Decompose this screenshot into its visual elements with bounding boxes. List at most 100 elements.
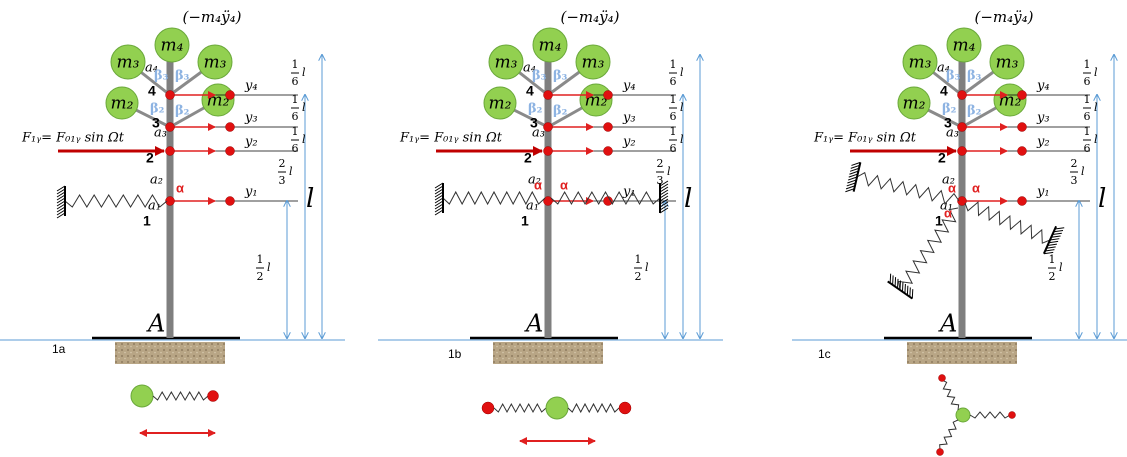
node-dot <box>1018 91 1027 100</box>
fraction-variable: l <box>680 133 684 146</box>
node-dot <box>166 147 175 156</box>
mass-label: m₃ <box>117 53 140 73</box>
node-number: 4 <box>148 83 156 99</box>
node-dot <box>619 402 631 414</box>
fraction-numerator: 1 <box>292 93 299 106</box>
displacement-label: y₄ <box>1036 79 1050 94</box>
fraction-numerator: 1 <box>1084 125 1091 138</box>
node-number: 1 <box>935 213 943 229</box>
mass-label: m₂ <box>903 94 926 114</box>
inertia-label: (−m₄ÿ₄) <box>183 8 242 26</box>
fraction-denominator: 2 <box>1049 270 1056 283</box>
panel-label: 1c <box>818 347 831 361</box>
alpha-label: α <box>560 177 568 192</box>
displacement-label: y₁ <box>622 185 636 200</box>
fraction-denominator: 6 <box>670 75 677 88</box>
mass-label: m₂ <box>111 94 134 114</box>
spring <box>965 202 1050 243</box>
base-label: A <box>938 310 957 338</box>
alpha-label: α <box>176 180 184 195</box>
fraction-numerator: 1 <box>635 253 642 266</box>
node-dot <box>604 91 613 100</box>
fraction-numerator: 1 <box>1084 93 1091 106</box>
alpha-label: α <box>944 205 952 220</box>
fraction-denominator: 6 <box>670 110 677 123</box>
angle-label: β₂ <box>553 104 567 119</box>
node-dot <box>226 123 235 132</box>
fraction-variable: l <box>1094 133 1098 146</box>
mass-label: m₃ <box>582 53 605 73</box>
fraction-variable: l <box>302 66 306 79</box>
fraction-numerator: 1 <box>1084 58 1091 71</box>
mass-label: m₄ <box>539 36 562 56</box>
force-label: F₁ᵧ= F₀₁ᵧ sin Ωt <box>21 131 125 146</box>
node-dot <box>208 391 219 402</box>
fraction-variable: l <box>1094 66 1098 79</box>
foundation <box>115 342 225 364</box>
fraction-numerator: 2 <box>657 157 664 170</box>
wall <box>660 181 668 213</box>
fraction-denominator: 6 <box>1084 142 1091 155</box>
node-number: 3 <box>944 115 952 131</box>
displacement-label: y₃ <box>244 111 258 126</box>
fraction-denominator: 6 <box>292 142 299 155</box>
inertia-label: (−m₄ÿ₄) <box>975 8 1034 26</box>
mass-label: m₄ <box>161 36 184 56</box>
wall <box>57 186 65 218</box>
node-dot <box>958 91 967 100</box>
fraction-variable: l <box>1059 261 1063 274</box>
fraction-numerator: 1 <box>257 253 264 266</box>
displacement-label: y₂ <box>622 135 636 150</box>
icon-mass <box>131 385 153 407</box>
node-dot <box>604 147 613 156</box>
angle-label: β₃ <box>154 69 169 84</box>
fraction-numerator: 2 <box>279 157 286 170</box>
node-dot <box>226 91 235 100</box>
mass-label: m₃ <box>495 53 518 73</box>
angle-label: β₃ <box>946 69 961 84</box>
fraction-numerator: 2 <box>1071 157 1078 170</box>
mass-label: m₃ <box>204 53 227 73</box>
wall <box>845 161 860 194</box>
alpha-label: α <box>972 180 980 195</box>
displacement-label: y₃ <box>1036 111 1050 126</box>
mass-label: m₃ <box>909 53 932 73</box>
node-number: 3 <box>152 115 160 131</box>
node-dot <box>939 375 946 382</box>
fraction-variable: l <box>289 165 293 178</box>
fraction-variable: l <box>267 261 271 274</box>
spring <box>568 404 619 412</box>
node-dot <box>958 147 967 156</box>
node-dot <box>604 123 613 132</box>
force-label: F₁ᵧ= F₀₁ᵧ sin Ωt <box>813 131 917 146</box>
fraction-variable: l <box>680 101 684 114</box>
force-label: F₁ᵧ= F₀₁ᵧ sin Ωt <box>399 131 503 146</box>
fraction-variable: l <box>680 66 684 79</box>
fraction-variable: l <box>645 261 649 274</box>
mass-label: m₄ <box>953 36 976 56</box>
angle-label: β₃ <box>532 69 547 84</box>
node-number: 1 <box>521 213 529 229</box>
inertia-label: (−m₄ÿ₄) <box>561 8 620 26</box>
displacement-label: y₃ <box>622 111 636 126</box>
angle-label: β₃ <box>967 69 982 84</box>
base-label: A <box>524 310 543 338</box>
icon-mass <box>546 397 568 419</box>
fraction-denominator: 6 <box>292 75 299 88</box>
fraction-numerator: 1 <box>292 58 299 71</box>
mass-label: m₂ <box>489 94 512 114</box>
fraction-variable: l <box>667 165 671 178</box>
fraction-variable: l <box>1081 165 1085 178</box>
angle-label: β₂ <box>967 104 981 119</box>
node-number: 1 <box>143 213 151 229</box>
displacement-label: y₂ <box>244 135 258 150</box>
wall <box>435 183 443 215</box>
panel-label: 1b <box>448 347 462 361</box>
node-dot <box>226 147 235 156</box>
fraction-denominator: 2 <box>635 270 642 283</box>
fraction-numerator: 1 <box>670 58 677 71</box>
spring <box>970 412 1010 418</box>
foundation <box>907 342 1017 364</box>
diagram: m₄m₃m₃m₂m₂y₄y₃y₂y₁a₄a₃a₂a₁β₃β₃β₂β₂4321(−… <box>0 0 1127 457</box>
node-dot <box>1018 197 1027 206</box>
